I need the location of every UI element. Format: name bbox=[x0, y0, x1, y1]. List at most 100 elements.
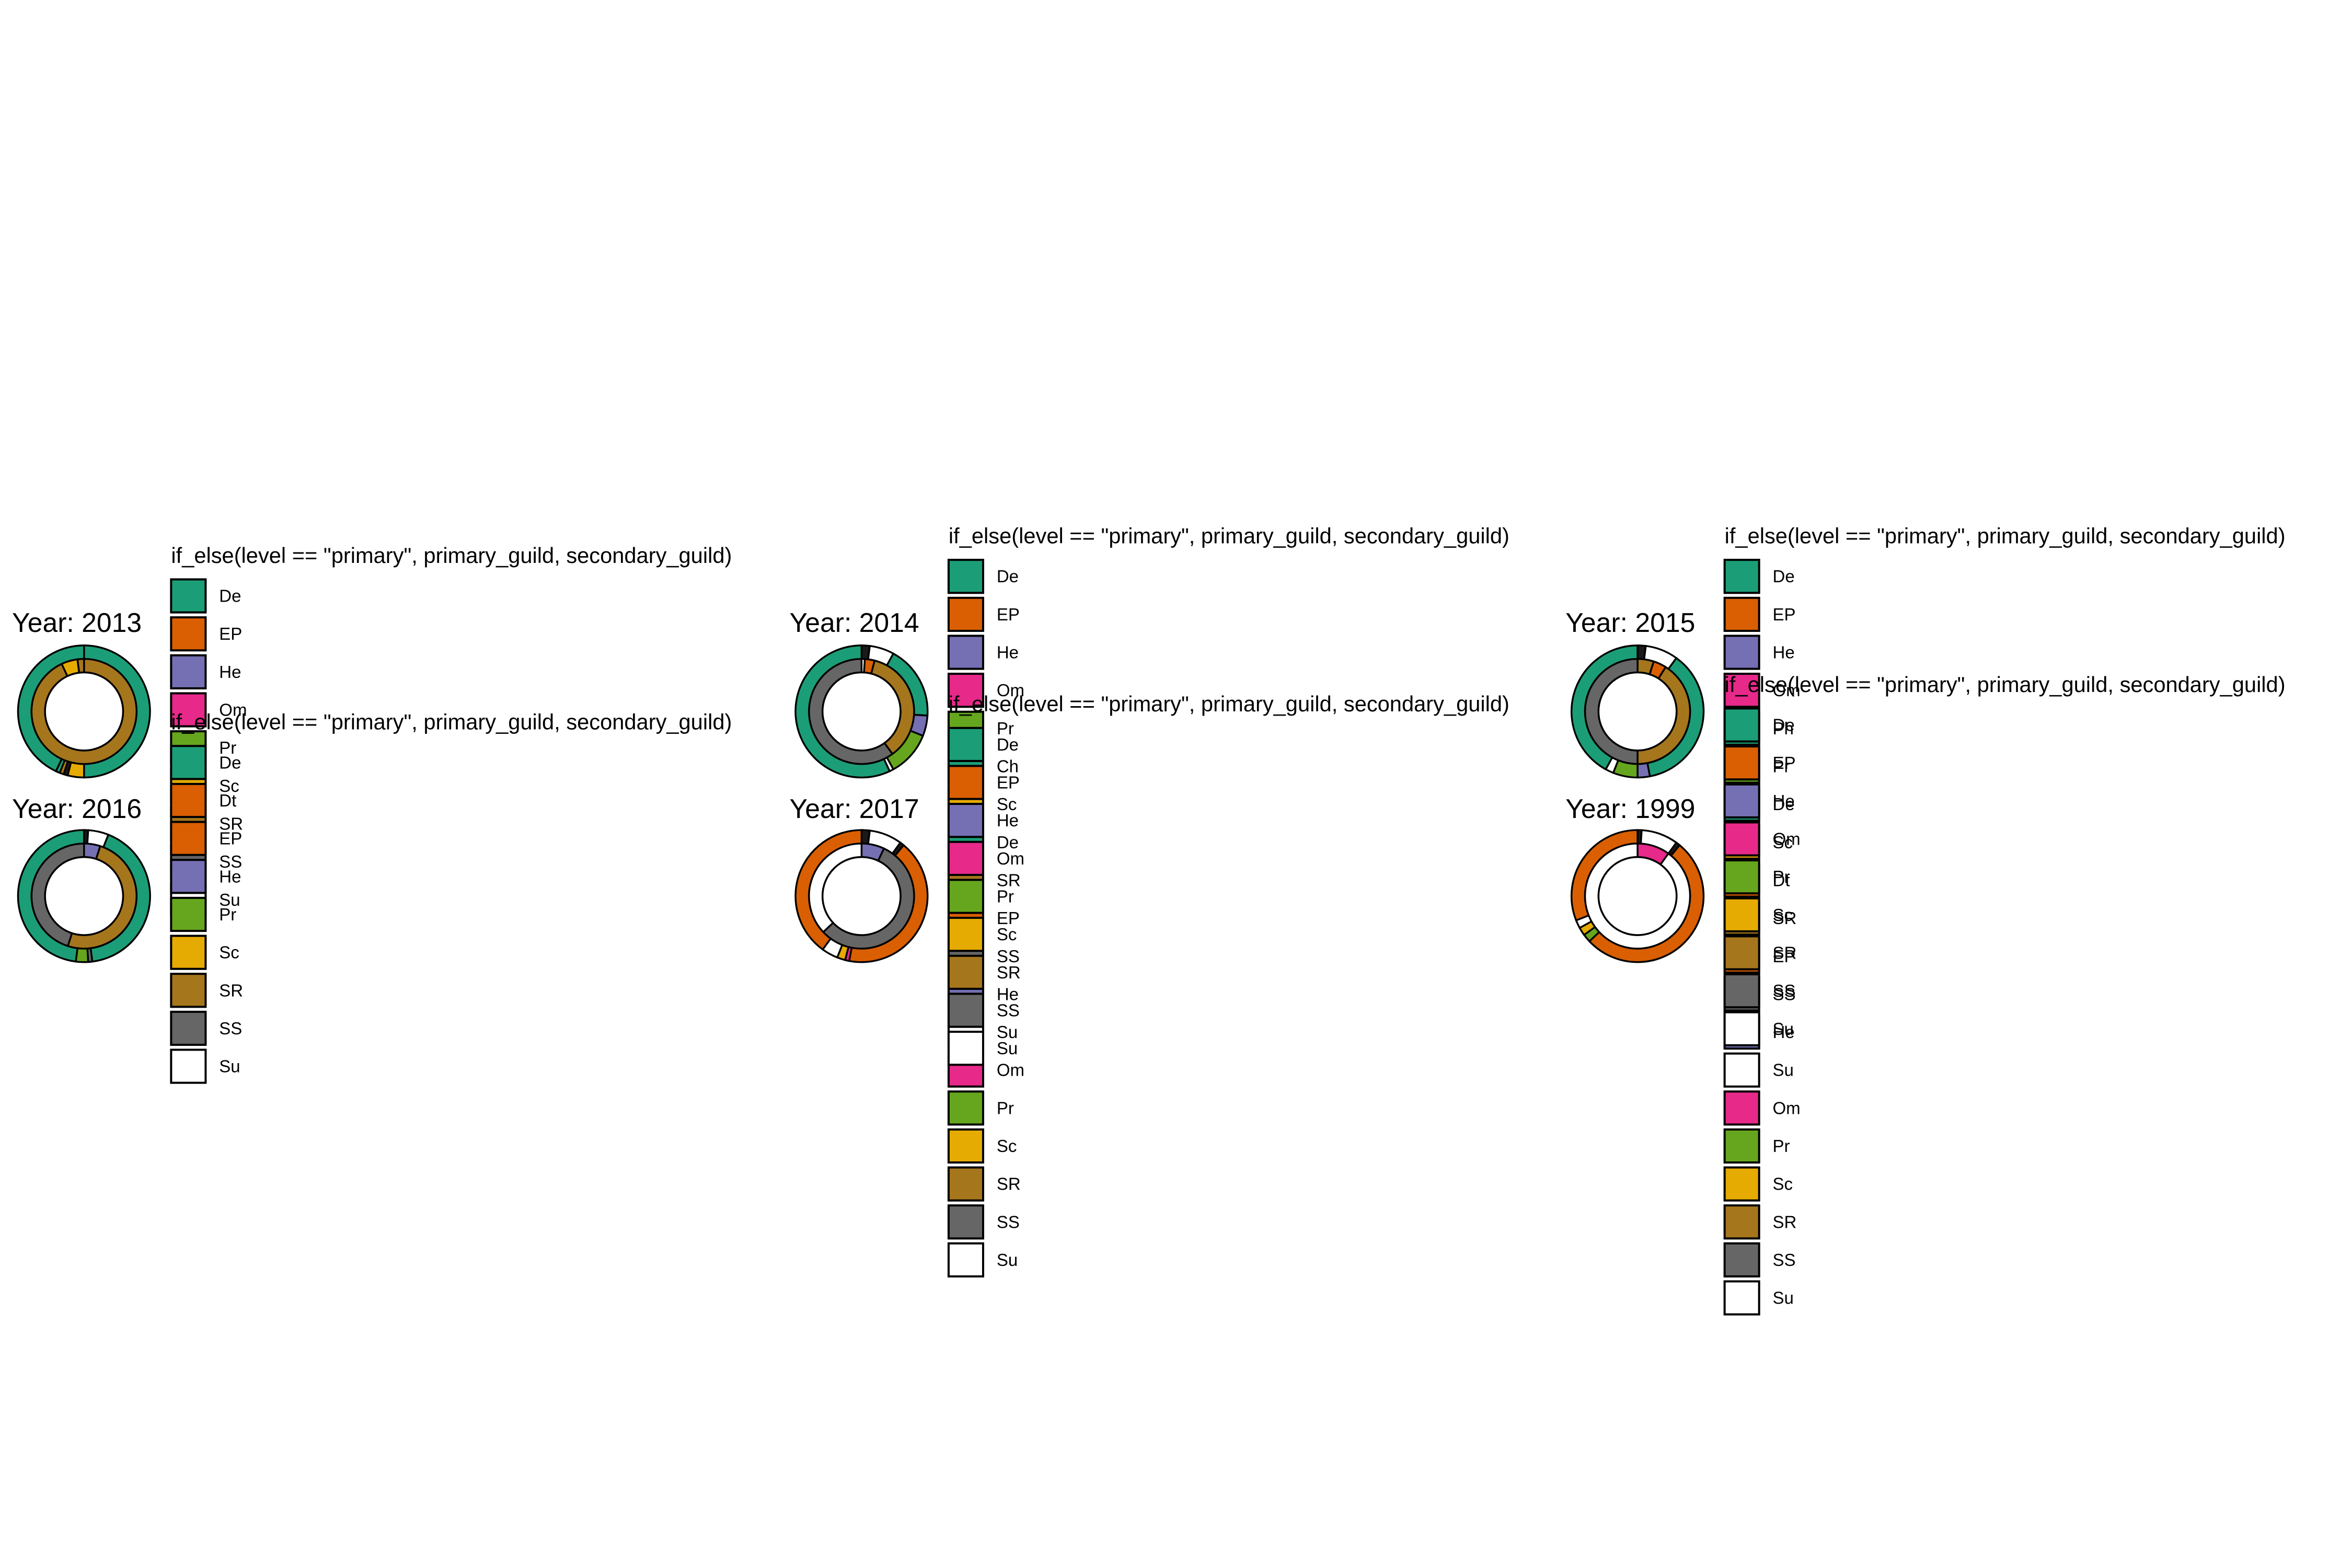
legend: if_else(level == "primary", primary_guil… bbox=[1723, 524, 2286, 1316]
legend-key-he bbox=[1723, 783, 1760, 818]
donut-hole bbox=[44, 856, 124, 936]
legend-label-sc: Sc bbox=[1773, 1174, 1793, 1194]
donut-chart: Year: 2013 bbox=[12, 607, 151, 779]
legend-label-he: He bbox=[219, 662, 241, 682]
legend-title: if_else(level == "primary", primary_guil… bbox=[1725, 672, 2286, 697]
legend-label-de: De bbox=[997, 567, 1019, 586]
legend-title: if_else(level == "primary", primary_guil… bbox=[1725, 524, 2286, 548]
legend-label-pr: Pr bbox=[997, 719, 1014, 738]
legend-key-he bbox=[170, 654, 207, 689]
legend-label-sr: SR bbox=[997, 963, 1021, 982]
legend-key-sc bbox=[947, 917, 984, 952]
outer-ring-slice-he bbox=[1636, 762, 1651, 779]
legend-label-pr: Pr bbox=[1773, 867, 1790, 886]
legend-label-de: De bbox=[1773, 567, 1795, 586]
legend-label-su: Su bbox=[219, 890, 240, 909]
legend-label-sc: Sc bbox=[997, 925, 1017, 944]
legend-key-su bbox=[170, 1048, 207, 1084]
legend-label-ep: EP bbox=[997, 773, 1020, 792]
legend-label-ss: SS bbox=[1773, 1250, 1796, 1270]
donut-chart: Year: 1999 bbox=[1565, 793, 1705, 963]
legend-key-ss bbox=[947, 1204, 984, 1240]
legend-label-om: Om bbox=[1773, 681, 1801, 700]
legend-key-de bbox=[1723, 559, 1760, 594]
legend-title: if_else(level == "primary", primary_guil… bbox=[171, 543, 732, 568]
legend-label-ss: SS bbox=[997, 1000, 1020, 1020]
donut-hole bbox=[1597, 671, 1678, 752]
chart-title: Year: 2013 bbox=[12, 607, 142, 638]
legend-key-sc bbox=[1723, 1166, 1760, 1202]
legend-key-pr bbox=[947, 879, 984, 914]
legend-key-om bbox=[1723, 1090, 1760, 1126]
legend-key-su bbox=[1723, 1011, 1760, 1046]
legend-key-su bbox=[947, 1242, 984, 1278]
legend-key-ss bbox=[1723, 973, 1760, 1009]
legend-key-pr bbox=[1723, 1128, 1760, 1164]
chart-title: Year: 2014 bbox=[790, 607, 919, 638]
legend-key-pr bbox=[170, 896, 207, 932]
legend-label-sr: SR bbox=[219, 981, 243, 1000]
legend-key-om bbox=[170, 692, 207, 728]
legend-key-sc bbox=[947, 1128, 984, 1164]
legend-key-ep bbox=[947, 765, 984, 800]
legend-label-sc: Sc bbox=[1773, 905, 1793, 925]
legend-key-dt bbox=[170, 782, 207, 818]
legend-key-de bbox=[1723, 707, 1760, 743]
legend-label-sc: Sc bbox=[1773, 833, 1793, 852]
legend-key-sr bbox=[170, 973, 207, 1008]
donut-hole bbox=[821, 856, 902, 936]
legend-label-om: Om bbox=[997, 681, 1024, 700]
legends-layer: if_else(level == "primary", primary_guil… bbox=[170, 524, 2286, 1316]
legend-label-de: De bbox=[1773, 716, 1795, 735]
legend-label-ep: EP bbox=[997, 605, 1020, 624]
legend-key-ep bbox=[1723, 745, 1760, 781]
legend-key-pr bbox=[947, 1090, 984, 1126]
legend-key-sr bbox=[947, 954, 984, 990]
legend-key-ep bbox=[170, 821, 207, 856]
donut-hole bbox=[821, 671, 902, 752]
legend-label-he: He bbox=[219, 867, 241, 886]
legend-label-sc: Sc bbox=[997, 1136, 1017, 1156]
legend-key-ss bbox=[170, 1010, 207, 1046]
legend-title: if_else(level == "primary", primary_guil… bbox=[171, 710, 732, 734]
legend-label-ep: EP bbox=[1773, 753, 1796, 773]
legend-label-ep: EP bbox=[219, 829, 242, 848]
legend-label-ss: SS bbox=[997, 947, 1020, 966]
legend-label-om: Om bbox=[997, 849, 1024, 868]
legend-label-ep: EP bbox=[997, 908, 1020, 928]
legend-title: if_else(level == "primary", primary_guil… bbox=[949, 524, 1509, 548]
legend-label-he: He bbox=[1773, 643, 1795, 662]
legend-label-de: De bbox=[219, 753, 241, 772]
legend-key-ep bbox=[947, 596, 984, 632]
legend-key-he bbox=[947, 635, 984, 670]
legend-label-ep: EP bbox=[219, 624, 242, 643]
legend-key-su bbox=[947, 1031, 984, 1066]
legend-label-ss: SS bbox=[1773, 981, 1796, 1000]
legend-key-sr bbox=[1723, 935, 1760, 971]
legend-key-ss bbox=[1723, 1242, 1760, 1278]
legend-label-ep: EP bbox=[1773, 605, 1796, 624]
legend-label-he: He bbox=[1773, 791, 1795, 811]
legend-key-de bbox=[170, 745, 207, 780]
legend-label-su: Su bbox=[1773, 1060, 1794, 1080]
legend-label-ss: SS bbox=[219, 852, 242, 871]
chart-title: Year: 1999 bbox=[1565, 793, 1695, 824]
legend-label-sr: SR bbox=[219, 814, 243, 833]
chart-title: Year: 2017 bbox=[790, 793, 919, 824]
legend-key-om bbox=[947, 673, 984, 708]
donut-hole bbox=[1597, 856, 1678, 936]
legend-label-pr: Pr bbox=[997, 1098, 1014, 1117]
legend-label-sr: SR bbox=[1773, 943, 1797, 962]
legend-label-su: Su bbox=[219, 1057, 240, 1076]
inner-ring-slice-sr bbox=[76, 658, 85, 674]
legend-key-pr bbox=[1723, 859, 1760, 895]
legend-label-om: Om bbox=[997, 1060, 1024, 1080]
legend-label-ss: SS bbox=[1773, 984, 1796, 1004]
legend-label-ep: EP bbox=[1773, 947, 1796, 966]
legend-label-su: Su bbox=[997, 1022, 1018, 1042]
legend-label-pr: Pr bbox=[1773, 1136, 1790, 1156]
legend-label-he: He bbox=[997, 643, 1019, 662]
legend-key-ss bbox=[947, 993, 984, 1028]
legend-label-sr: SR bbox=[1773, 1212, 1797, 1231]
